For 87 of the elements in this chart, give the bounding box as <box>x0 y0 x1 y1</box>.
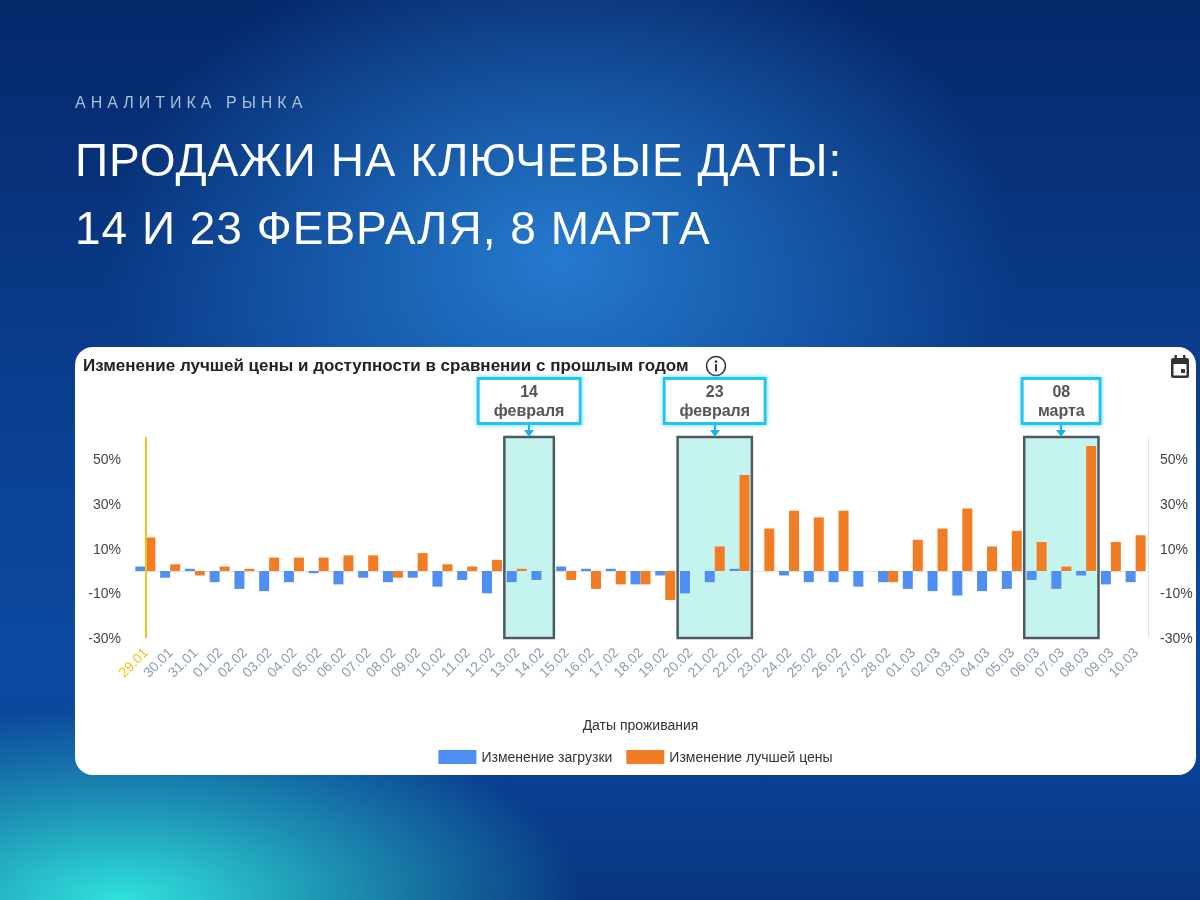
y-tick-label: -30% <box>88 630 121 646</box>
bar <box>209 571 220 583</box>
bar <box>937 528 948 571</box>
bar <box>318 557 329 571</box>
bar <box>1110 541 1121 571</box>
bar <box>962 508 973 571</box>
bar <box>977 571 988 592</box>
bar <box>1011 530 1022 571</box>
bar <box>170 564 181 571</box>
bar <box>729 568 740 571</box>
y2-tick-label: 30% <box>1160 496 1189 512</box>
bar <box>789 510 800 571</box>
chart-title: ПРОДАЖИ НА КЛЮЧЕВЫЕ ДАТЫ: 14 И 23 ФЕВРАЛЯ, 8 МАРТА <box>75 133 844 256</box>
bar <box>417 553 428 571</box>
bar <box>665 571 676 601</box>
y2-tick-label: 50% <box>1160 451 1189 468</box>
bar <box>184 568 195 571</box>
bar <box>878 571 889 583</box>
legend-label: Изменение загрузки <box>481 749 613 765</box>
chart-subtitle: Изменение лучшей цены и доступности в сравнении с прошлым годом <box>83 356 689 376</box>
bar <box>343 555 354 571</box>
bar <box>333 571 344 585</box>
bar <box>952 571 963 596</box>
bar <box>293 557 304 571</box>
bar <box>1001 571 1012 589</box>
bar <box>912 539 923 571</box>
y2-tick-label: 10% <box>1160 540 1189 557</box>
bar <box>680 571 691 594</box>
bar <box>457 571 468 580</box>
y-tick-label: 30% <box>92 496 121 512</box>
bar <box>160 571 171 578</box>
y-tick-label: 10% <box>92 540 121 557</box>
legend-label: Изменение лучшей цены <box>669 749 833 765</box>
bar <box>1125 571 1136 583</box>
bar <box>640 571 651 585</box>
bar <box>828 571 839 583</box>
bar <box>531 571 542 580</box>
band-label: 08 марта <box>1020 377 1102 425</box>
bar <box>566 571 577 580</box>
y2-tick-label: -30% <box>1160 630 1193 646</box>
bar <box>580 568 591 571</box>
bar <box>442 564 453 571</box>
bar <box>358 571 369 578</box>
bar <box>1135 535 1146 571</box>
bar <box>630 571 641 585</box>
bar <box>987 546 998 571</box>
bar <box>244 568 255 571</box>
bar <box>491 559 502 571</box>
bar <box>392 571 403 578</box>
bar <box>1051 571 1062 589</box>
bar <box>927 571 938 592</box>
bar <box>838 510 849 571</box>
bar <box>382 571 393 583</box>
bar <box>739 474 750 571</box>
bar <box>269 557 280 571</box>
bar <box>714 546 725 571</box>
bar <box>368 555 379 571</box>
bar <box>283 571 294 583</box>
bar <box>481 571 492 594</box>
bar <box>516 568 527 571</box>
bar <box>888 571 899 583</box>
bar <box>615 571 626 585</box>
bar <box>1036 541 1047 571</box>
bar <box>704 571 715 583</box>
bar <box>902 571 913 589</box>
band-label: 14 февраля <box>476 377 582 425</box>
bar <box>1026 571 1037 580</box>
bar <box>853 571 864 587</box>
y-tick-label: 50% <box>92 451 121 468</box>
y2-tick-label: -10% <box>1160 585 1193 602</box>
bar <box>259 571 270 592</box>
bar <box>605 568 616 571</box>
bar <box>308 571 319 574</box>
bar <box>234 571 245 589</box>
text: АНАЛИТИКА РЫНКА <box>75 94 308 112</box>
bar <box>407 571 418 578</box>
bar <box>764 528 775 571</box>
bar <box>506 571 517 583</box>
bar <box>1086 445 1097 571</box>
bar <box>1100 571 1111 585</box>
y-tick-label: -10% <box>88 585 121 602</box>
bar <box>813 517 824 571</box>
band-label: 23 февраля <box>662 377 768 425</box>
x-axis-title: Даты проживания <box>582 717 699 733</box>
bar <box>432 571 443 587</box>
bar <box>590 571 601 589</box>
bar <box>803 571 814 583</box>
